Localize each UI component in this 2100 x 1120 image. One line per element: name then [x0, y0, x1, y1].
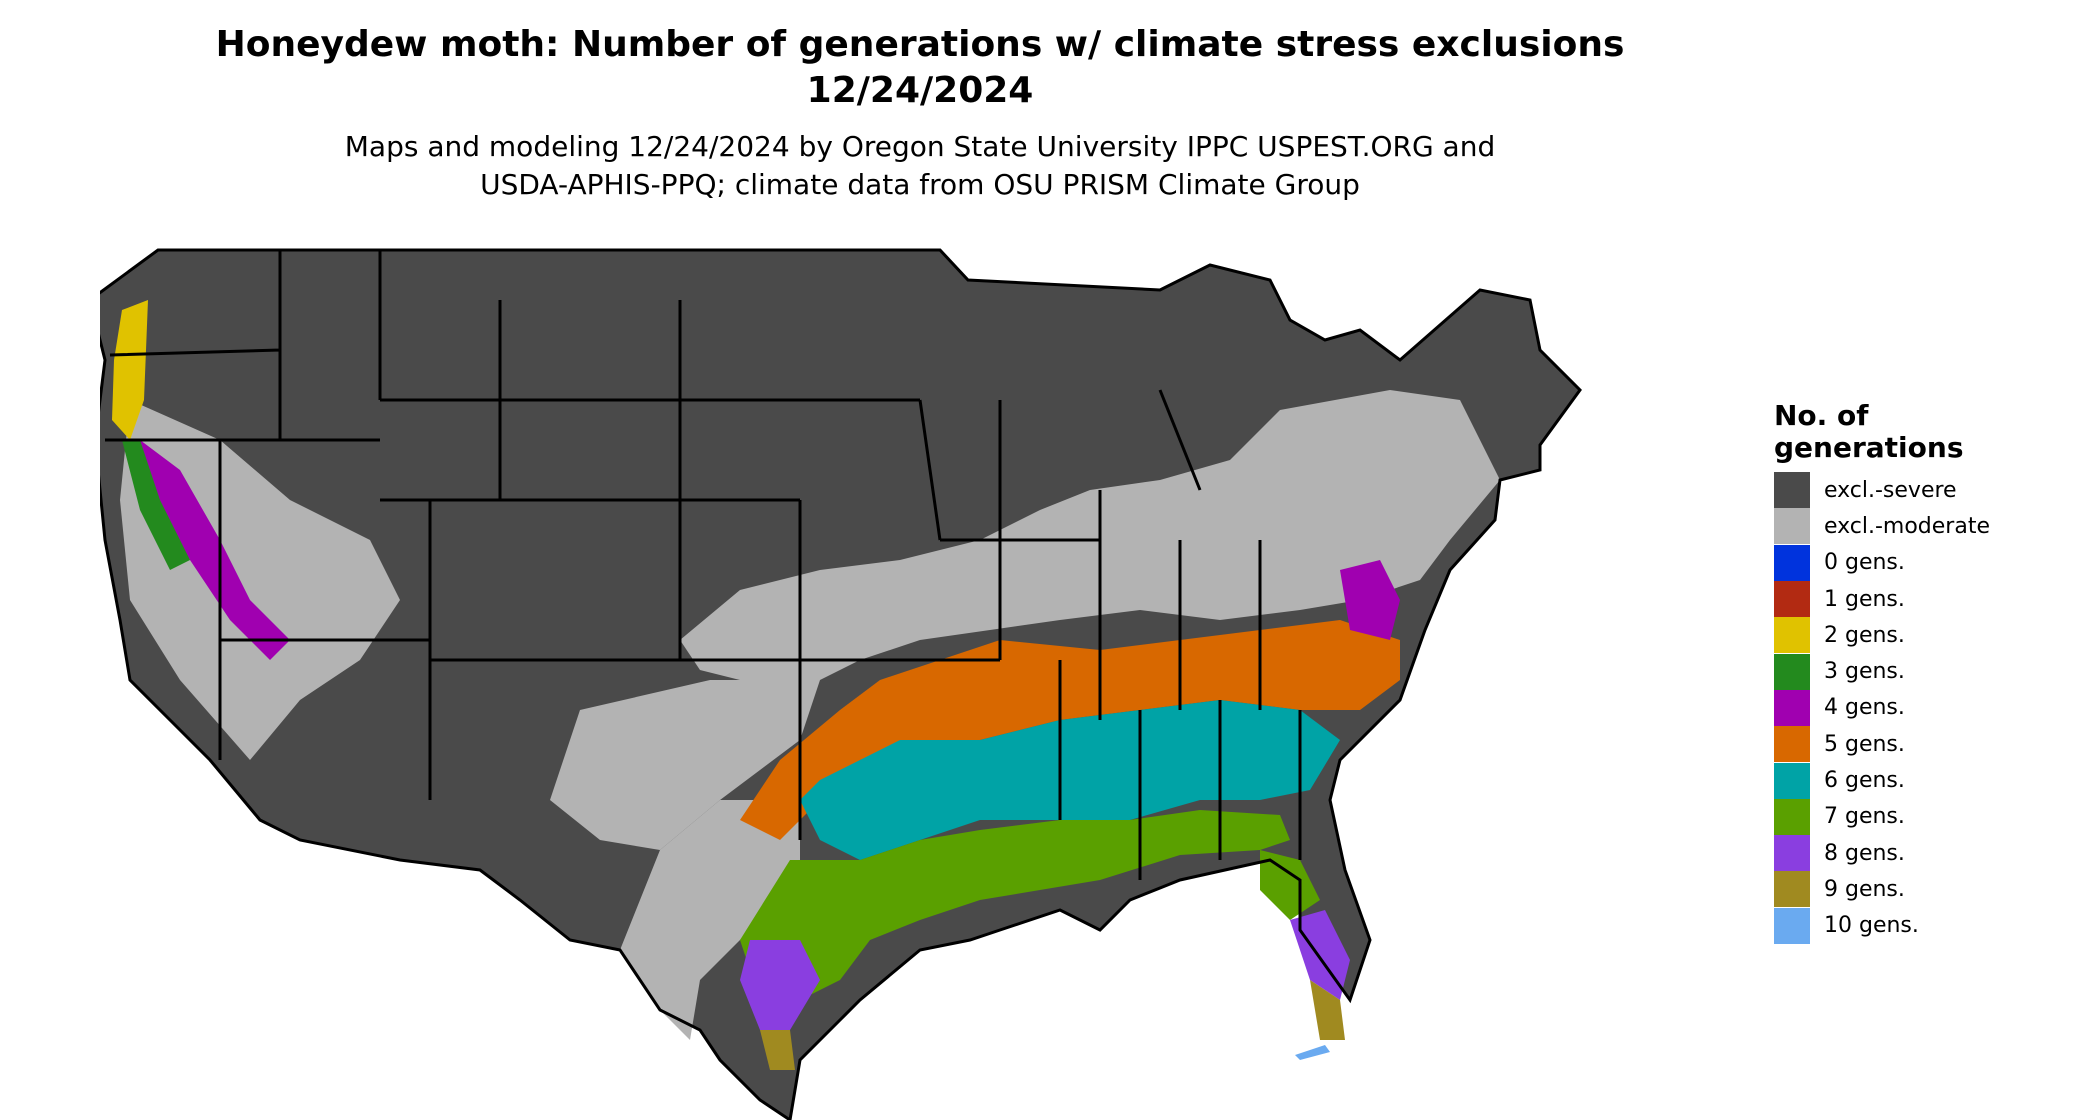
- legend-label: excl.-severe: [1824, 477, 1957, 503]
- state-borders: [100, 248, 1582, 1120]
- map-title: Honeydew moth: Number of generations w/ …: [100, 22, 1740, 114]
- legend-swatch: [1774, 544, 1810, 581]
- legend-label: 9 gens.: [1824, 876, 1905, 902]
- legend-title-line-1: No. of: [1774, 399, 1869, 432]
- legend-item: 9 gens.: [1774, 871, 1990, 908]
- legend-item: 7 gens.: [1774, 798, 1990, 835]
- legend: No. of generations excl.-severe excl.-mod…: [1774, 400, 1990, 944]
- legend-swatch: [1774, 835, 1810, 872]
- zone-7-gens-florida: [1260, 850, 1320, 920]
- legend-item: 6 gens.: [1774, 762, 1990, 799]
- title-line-2: 12/24/2024: [806, 70, 1034, 111]
- zone-5-gens: [740, 620, 1400, 840]
- subtitle-line-2: USDA-APHIS-PPQ; climate data from OSU PR…: [480, 168, 1360, 201]
- legend-item: 1 gens.: [1774, 581, 1990, 618]
- legend-item: 5 gens.: [1774, 726, 1990, 763]
- zone-4-gens-east: [1340, 560, 1400, 640]
- legend-swatch: [1774, 472, 1810, 509]
- legend-swatch: [1774, 617, 1810, 654]
- legend-label: 3 gens.: [1824, 659, 1905, 685]
- legend-title-line-2: generations: [1774, 431, 1964, 464]
- legend-item: 3 gens.: [1774, 653, 1990, 690]
- legend-item: 0 gens.: [1774, 544, 1990, 581]
- legend-item: 2 gens.: [1774, 617, 1990, 654]
- legend-label: 8 gens.: [1824, 840, 1905, 866]
- legend-swatch: [1774, 581, 1810, 618]
- legend-swatch: [1774, 726, 1810, 763]
- zone-excl-moderate-east: [680, 390, 1500, 680]
- legend-item: excl.-severe: [1774, 472, 1990, 509]
- legend-swatch: [1774, 871, 1810, 908]
- zone-9-gens-texas: [760, 1030, 795, 1070]
- legend-label: excl.-moderate: [1824, 513, 1990, 539]
- legend-item: 8 gens.: [1774, 835, 1990, 872]
- legend-label: 6 gens.: [1824, 768, 1905, 794]
- us-generations-map: [100, 248, 1582, 1120]
- legend-swatch: [1774, 689, 1810, 726]
- legend-swatch: [1774, 653, 1810, 690]
- legend-label: 0 gens.: [1824, 550, 1905, 576]
- zone-excl-moderate-southwest: [550, 680, 820, 850]
- legend-item: excl.-moderate: [1774, 508, 1990, 545]
- legend-label: 7 gens.: [1824, 804, 1905, 830]
- legend-swatch: [1774, 798, 1810, 835]
- legend-swatch: [1774, 762, 1810, 799]
- legend-item: 4 gens.: [1774, 689, 1990, 726]
- zone-6-gens: [800, 700, 1340, 860]
- zone-3-gens-california: [122, 440, 190, 570]
- zone-2-gens: [112, 300, 148, 440]
- legend-title: No. of generations: [1774, 400, 1990, 464]
- legend-items: excl.-severe excl.-moderate 0 gens. 1 gens.…: [1774, 472, 1990, 944]
- zone-10-gens-keys: [1295, 1045, 1330, 1060]
- zone-9-gens-florida: [1310, 980, 1345, 1040]
- zone-7-gens: [740, 810, 1290, 1000]
- legend-swatch: [1774, 508, 1810, 545]
- zone-excl-moderate-texas: [620, 800, 800, 1040]
- legend-label: 1 gens.: [1824, 586, 1905, 612]
- legend-label: 10 gens.: [1824, 913, 1919, 939]
- map-subtitle: Maps and modeling 12/24/2024 by Oregon S…: [100, 128, 1740, 204]
- title-line-1: Honeydew moth: Number of generations w/ …: [215, 24, 1625, 65]
- zone-8-gens-texas: [740, 940, 820, 1030]
- legend-label: 5 gens.: [1824, 731, 1905, 757]
- legend-label: 2 gens.: [1824, 622, 1905, 648]
- legend-item: 10 gens.: [1774, 907, 1990, 944]
- subtitle-line-1: Maps and modeling 12/24/2024 by Oregon S…: [344, 130, 1496, 163]
- legend-swatch: [1774, 907, 1810, 944]
- zone-4-gens-california: [140, 440, 290, 660]
- legend-label: 4 gens.: [1824, 695, 1905, 721]
